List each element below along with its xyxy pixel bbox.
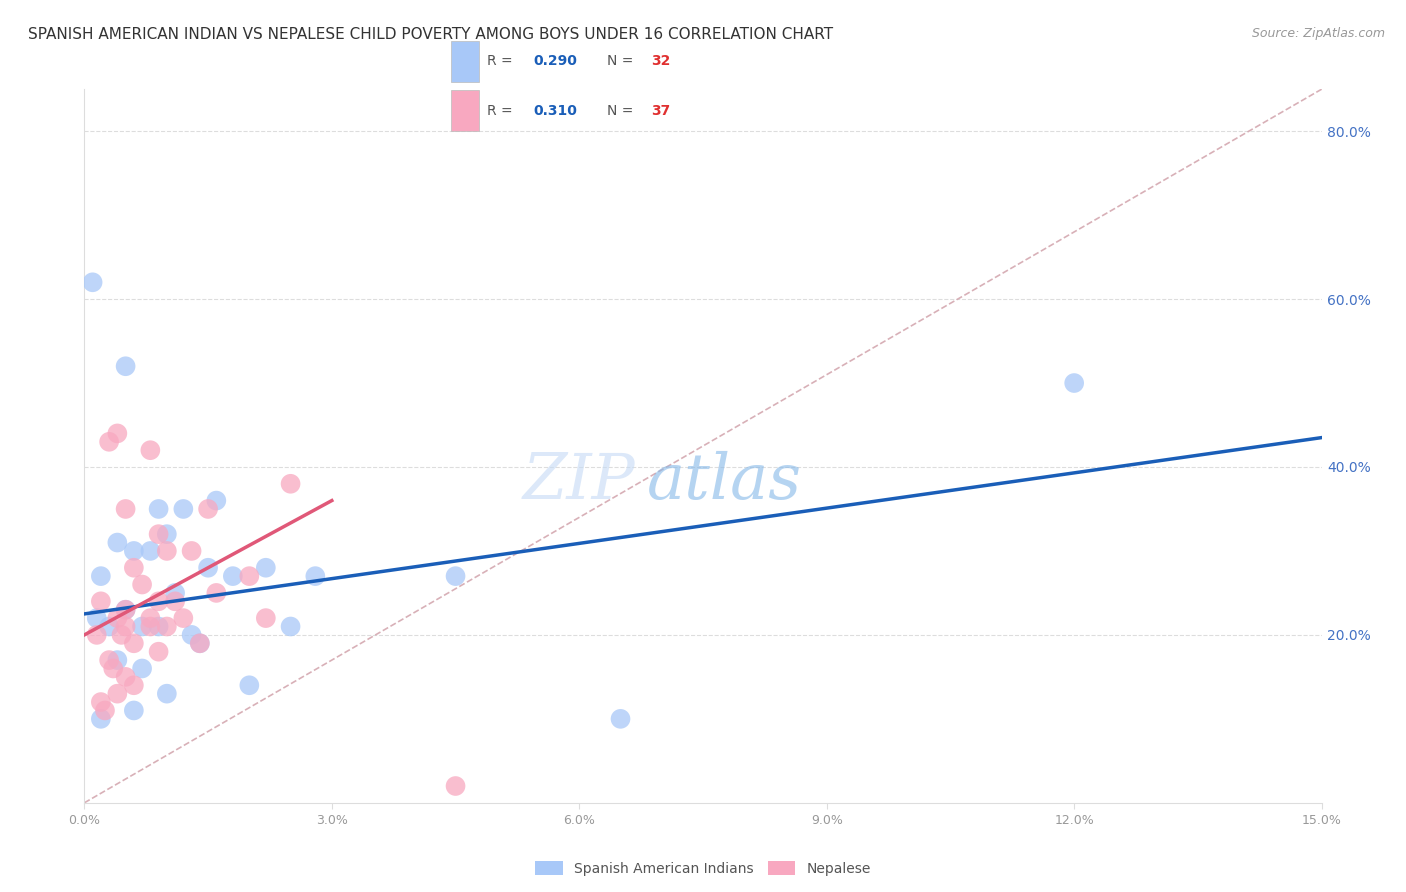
Point <box>238 678 260 692</box>
Point <box>139 443 162 458</box>
Point <box>105 535 128 549</box>
Point <box>110 628 132 642</box>
Point <box>304 569 326 583</box>
Point <box>197 560 219 574</box>
Point <box>222 569 245 583</box>
Point <box>165 586 187 600</box>
Point <box>131 577 153 591</box>
Point <box>122 560 145 574</box>
Point <box>197 502 219 516</box>
Point <box>609 712 631 726</box>
Point <box>105 426 128 441</box>
Point <box>122 544 145 558</box>
Point <box>172 611 194 625</box>
Point <box>105 653 128 667</box>
Point <box>114 670 136 684</box>
Point <box>165 594 187 608</box>
Point <box>139 611 162 625</box>
Legend: Spanish American Indians, Nepalese: Spanish American Indians, Nepalese <box>530 855 876 881</box>
Point <box>156 527 179 541</box>
Point <box>98 619 121 633</box>
Point <box>82 275 104 289</box>
Point <box>122 636 145 650</box>
Text: 0.290: 0.290 <box>533 54 578 69</box>
Point <box>131 619 153 633</box>
Point <box>94 703 117 717</box>
Text: 0.310: 0.310 <box>533 103 578 118</box>
Point <box>90 569 112 583</box>
Point <box>114 359 136 374</box>
Point <box>172 502 194 516</box>
Point <box>254 560 277 574</box>
Point <box>105 687 128 701</box>
Point <box>103 661 125 675</box>
Point <box>148 502 170 516</box>
Point <box>114 603 136 617</box>
Point <box>90 594 112 608</box>
Point <box>98 653 121 667</box>
Point <box>105 611 128 625</box>
Text: N =: N = <box>607 54 634 69</box>
Point <box>114 502 136 516</box>
Point <box>131 661 153 675</box>
Point <box>180 628 202 642</box>
Text: R =: R = <box>486 54 512 69</box>
Point <box>139 544 162 558</box>
Point <box>139 619 162 633</box>
Point <box>1063 376 1085 390</box>
Point <box>122 703 145 717</box>
Point <box>280 476 302 491</box>
Text: 37: 37 <box>651 103 671 118</box>
Point <box>444 779 467 793</box>
Point <box>254 611 277 625</box>
Point <box>280 619 302 633</box>
Point <box>156 619 179 633</box>
Point <box>122 678 145 692</box>
Point <box>180 544 202 558</box>
Text: atlas: atlas <box>647 450 803 513</box>
Point <box>90 695 112 709</box>
Point <box>188 636 211 650</box>
Text: SPANISH AMERICAN INDIAN VS NEPALESE CHILD POVERTY AMONG BOYS UNDER 16 CORRELATIO: SPANISH AMERICAN INDIAN VS NEPALESE CHIL… <box>28 27 834 42</box>
Text: ZIP: ZIP <box>522 450 636 513</box>
Point <box>238 569 260 583</box>
Point <box>114 619 136 633</box>
Text: R =: R = <box>486 103 512 118</box>
Point <box>205 586 228 600</box>
Text: Source: ZipAtlas.com: Source: ZipAtlas.com <box>1251 27 1385 40</box>
Point <box>86 611 108 625</box>
Point <box>156 544 179 558</box>
Point <box>148 619 170 633</box>
Text: 32: 32 <box>651 54 671 69</box>
Point <box>114 603 136 617</box>
Point <box>156 687 179 701</box>
Point <box>148 527 170 541</box>
Text: N =: N = <box>607 103 634 118</box>
FancyBboxPatch shape <box>451 41 478 82</box>
Point <box>188 636 211 650</box>
Point <box>90 712 112 726</box>
Point <box>444 569 467 583</box>
Point <box>98 434 121 449</box>
Point <box>205 493 228 508</box>
FancyBboxPatch shape <box>451 90 478 131</box>
Point <box>148 645 170 659</box>
Point <box>148 594 170 608</box>
Point <box>86 628 108 642</box>
